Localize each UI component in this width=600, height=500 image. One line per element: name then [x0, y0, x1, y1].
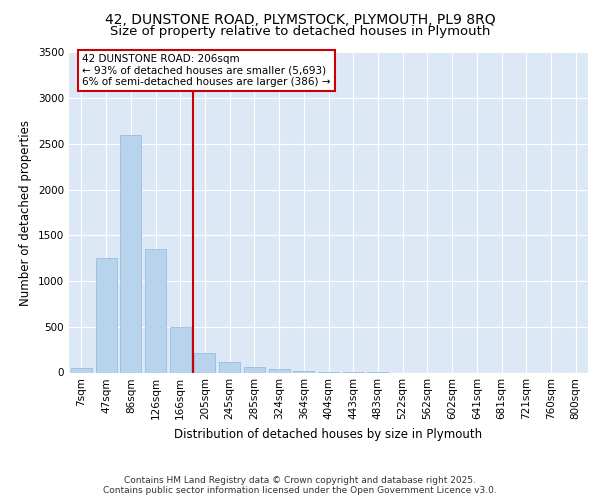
Text: Contains HM Land Registry data © Crown copyright and database right 2025.
Contai: Contains HM Land Registry data © Crown c… [103, 476, 497, 495]
Bar [244, 368, 265, 372]
Bar [194, 353, 215, 372]
Bar [145, 249, 166, 372]
Bar [170, 327, 191, 372]
Bar [95, 258, 116, 372]
Bar [71, 368, 92, 372]
Bar [293, 370, 314, 372]
Bar [269, 369, 290, 372]
Text: 42 DUNSTONE ROAD: 206sqm
← 93% of detached houses are smaller (5,693)
6% of semi: 42 DUNSTONE ROAD: 206sqm ← 93% of detach… [82, 54, 331, 88]
Y-axis label: Number of detached properties: Number of detached properties [19, 120, 32, 306]
Text: 42, DUNSTONE ROAD, PLYMSTOCK, PLYMOUTH, PL9 8RQ: 42, DUNSTONE ROAD, PLYMSTOCK, PLYMOUTH, … [104, 12, 496, 26]
X-axis label: Distribution of detached houses by size in Plymouth: Distribution of detached houses by size … [175, 428, 482, 441]
Text: Size of property relative to detached houses in Plymouth: Size of property relative to detached ho… [110, 25, 490, 38]
Bar [120, 135, 141, 372]
Bar [219, 362, 240, 372]
